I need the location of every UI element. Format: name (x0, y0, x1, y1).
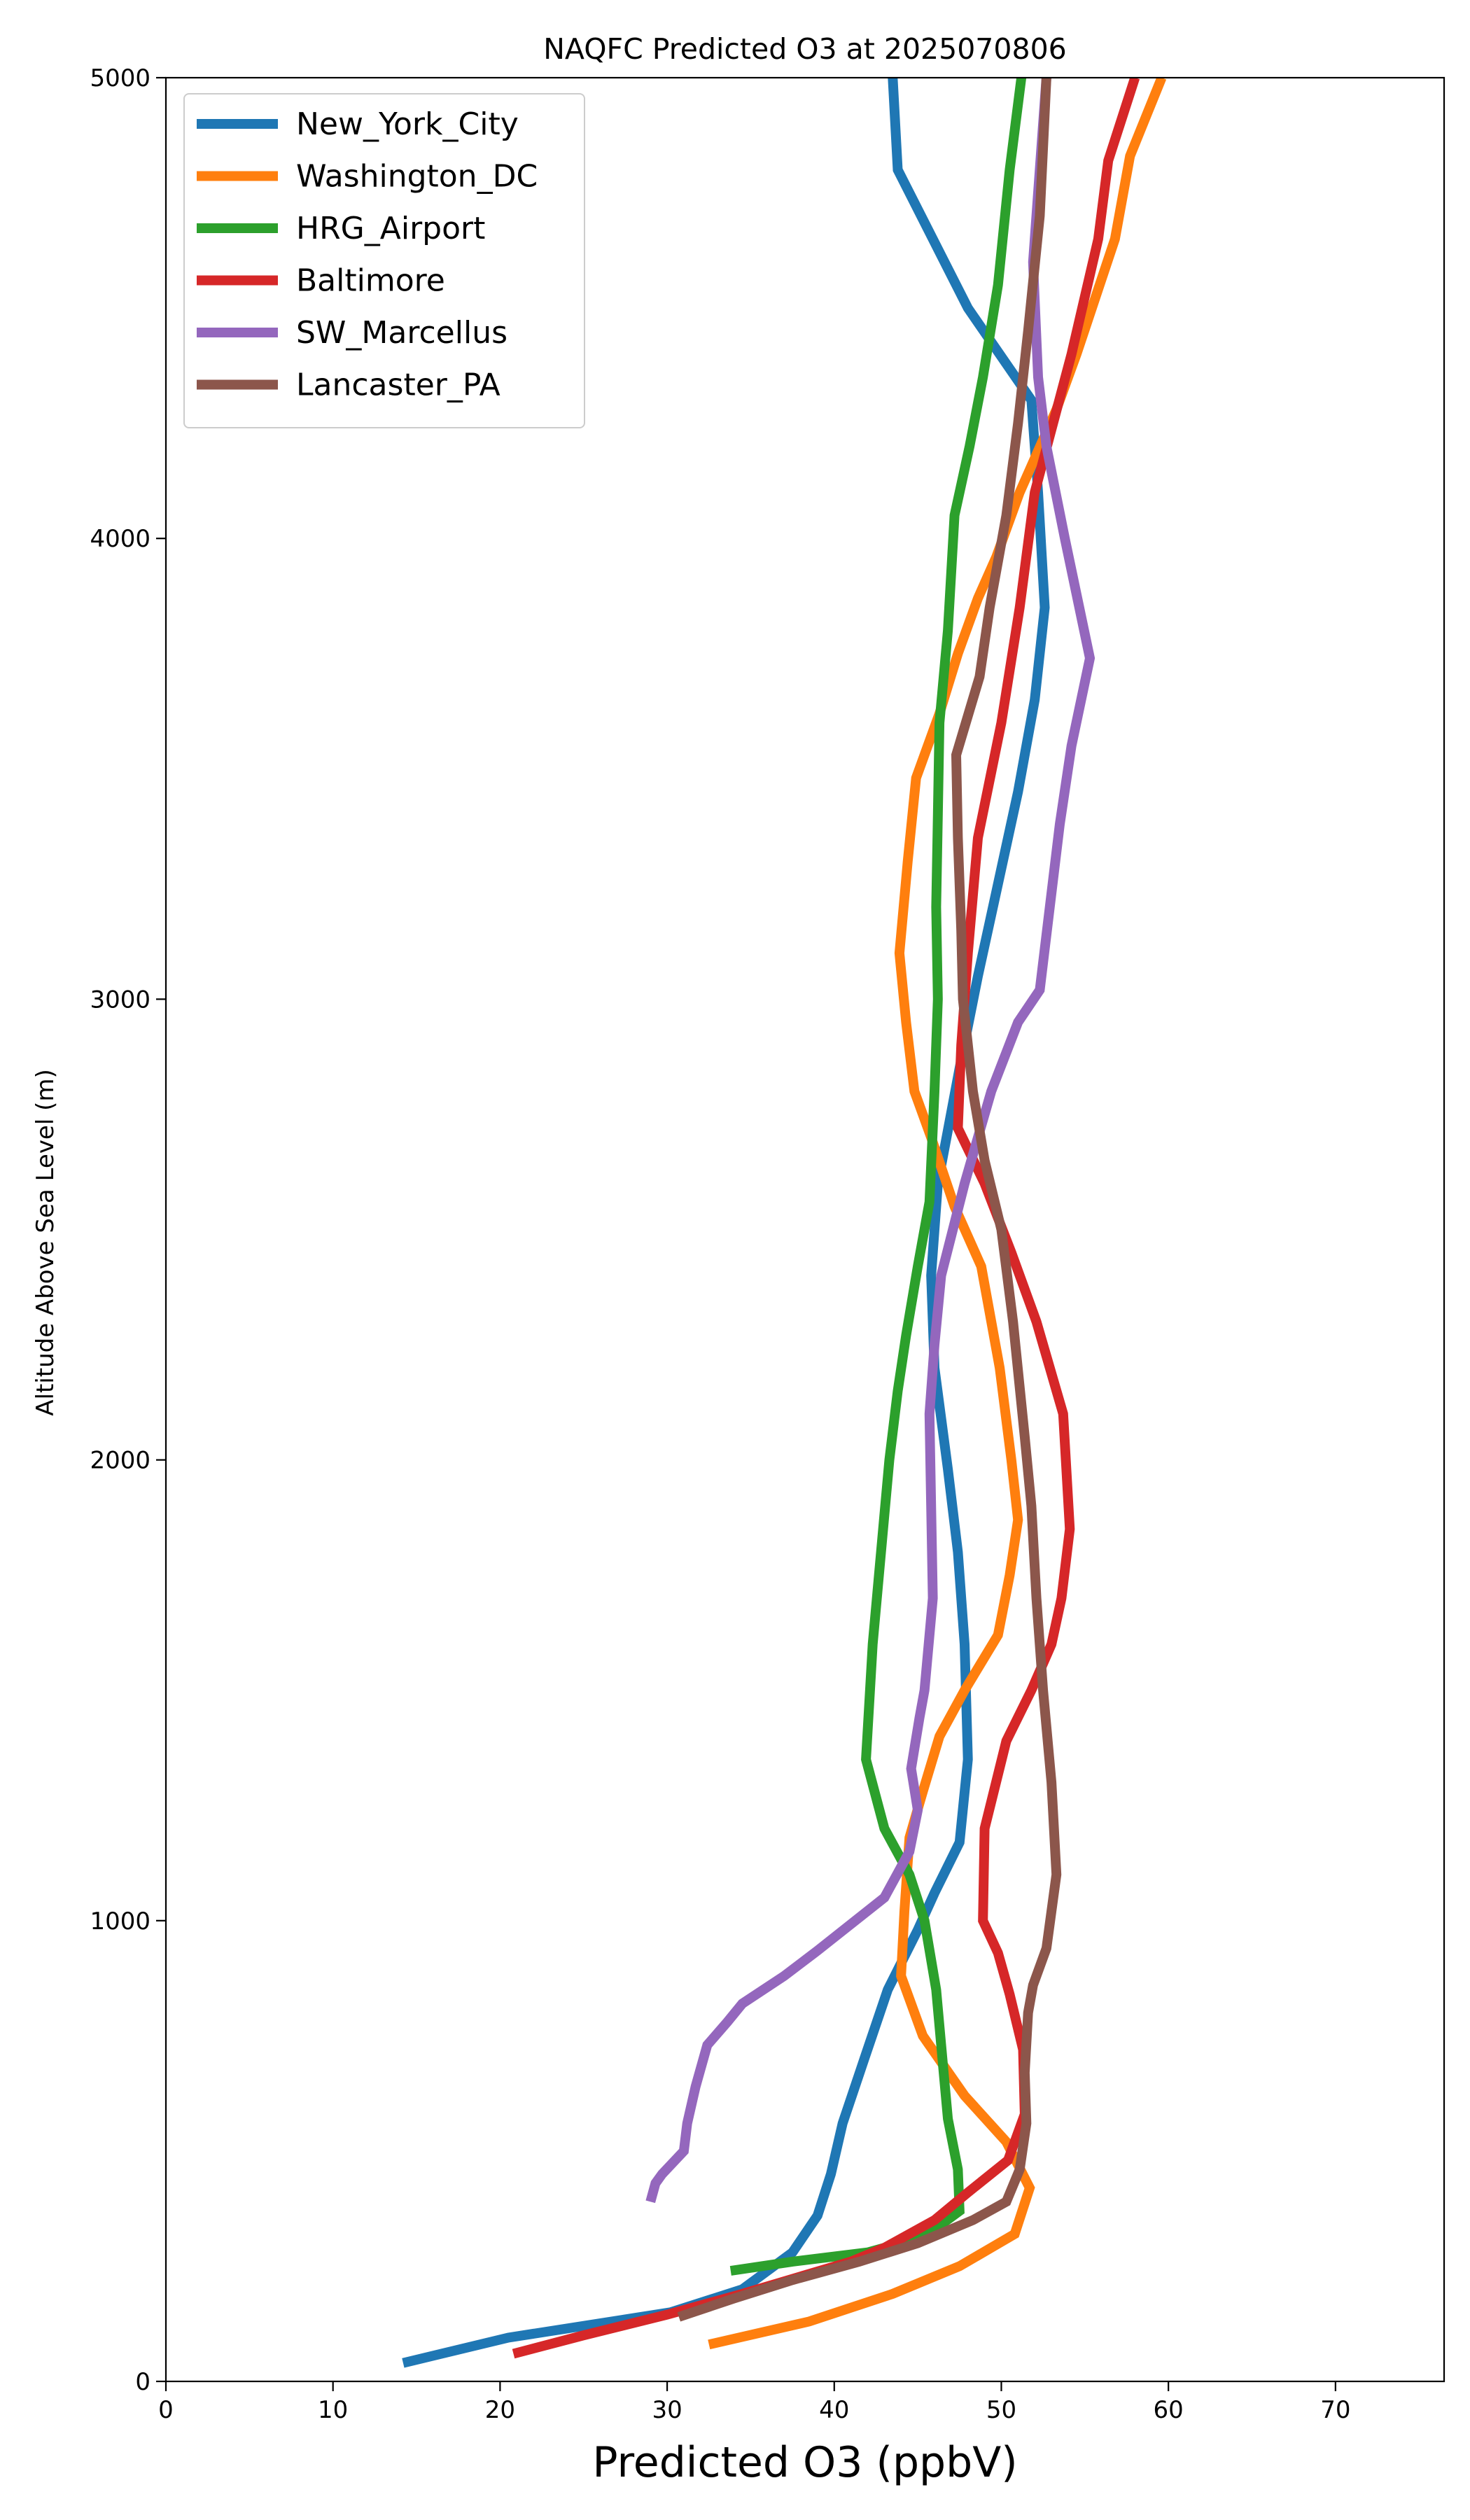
y-tick-label: 1000 (90, 1907, 150, 1935)
series-layer (402, 78, 1167, 2368)
x-ticks: 0 10 20 30 40 50 60 70 (158, 2381, 1350, 2424)
x-tick-label: 40 (819, 2396, 849, 2424)
x-tick-label: 10 (318, 2396, 348, 2424)
x-axis-label: Predicted O3 (ppbV) (592, 2438, 1017, 2487)
x-tick-label: 60 (1154, 2396, 1184, 2424)
y-axis-label: Altitude Above Sea Level (m) (31, 1069, 59, 1416)
series-line-lancaster-pa (677, 78, 1062, 2322)
legend-label-washington-dc: Washington_DC (296, 159, 538, 195)
legend: New_York_City Washington_DC HRG_Airport Bal… (183, 93, 585, 428)
legend-label-baltimore: Baltimore (296, 263, 445, 299)
legend-frame (183, 93, 585, 428)
x-tick-label: 30 (652, 2396, 682, 2424)
legend-label-sw-marcellus: SW_Marcellus (296, 315, 507, 351)
legend-label-new-york-city: New_York_City (296, 106, 519, 142)
x-tick-label: 0 (158, 2396, 174, 2424)
y-ticks: 0 1000 2000 3000 4000 5000 (90, 64, 166, 2396)
y-tick-label: 0 (135, 2368, 150, 2396)
series-line-sw-marcellus (645, 78, 1096, 2204)
x-tick-label: 20 (485, 2396, 515, 2424)
y-tick-label: 2000 (90, 1447, 150, 1475)
x-tick-label: 70 (1320, 2396, 1350, 2424)
y-tick-label: 4000 (90, 525, 150, 553)
series-line-new-york-city (402, 78, 1050, 2368)
legend-label-hrg-airport: HRG_Airport (296, 211, 485, 246)
y-tick-label: 3000 (90, 986, 150, 1014)
plot-frame (164, 76, 1446, 2383)
legend-label-lancaster-pa: Lancaster_PA (296, 368, 500, 403)
chart-title: NAQFC Predicted O3 at 2025070806 (543, 32, 1067, 66)
x-tick-label: 50 (986, 2396, 1016, 2424)
y-tick-label: 5000 (90, 64, 150, 92)
